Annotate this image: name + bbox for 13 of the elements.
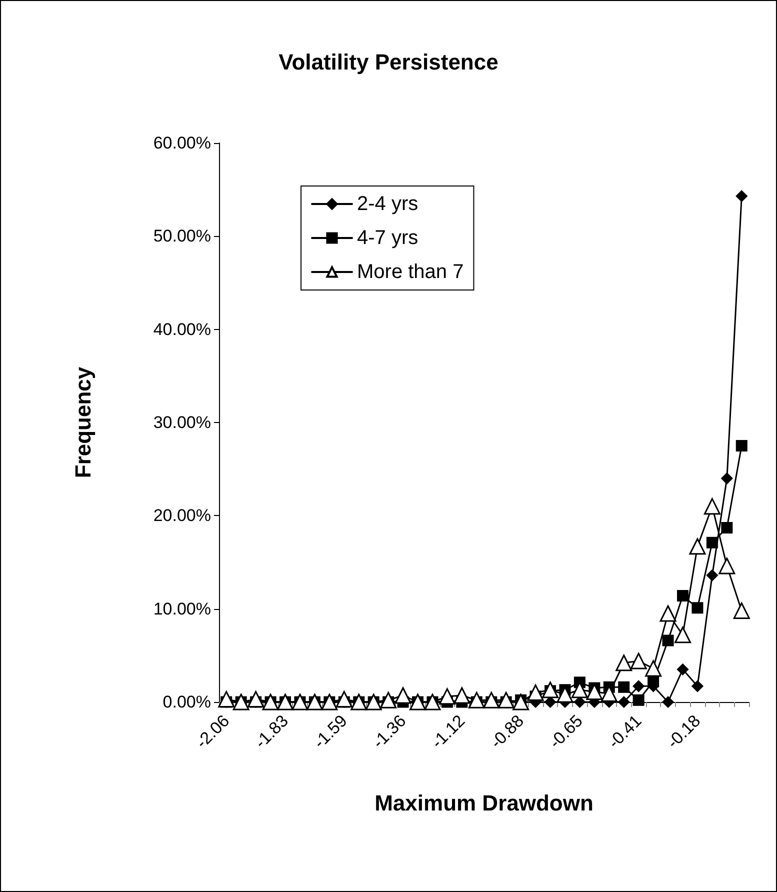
chart-title: Volatility Persistence	[278, 50, 498, 74]
y-tick-label: 0.00%	[162, 692, 211, 712]
y-tick-label: 20.00%	[153, 506, 211, 526]
legend-label: More than 7	[357, 261, 464, 283]
legend-label: 4-7 yrs	[357, 227, 418, 249]
y-tick-label: 50.00%	[153, 226, 211, 246]
y-tick-label: 10.00%	[153, 599, 211, 618]
x-axis-title: Maximum Drawdown	[374, 790, 594, 816]
y-tick-label: 40.00%	[153, 320, 211, 339]
legend-label: 2-4 yrs	[357, 193, 418, 215]
y-tick-label: 60.00%	[153, 134, 211, 152]
y-tick-label: 30.00%	[153, 413, 211, 432]
y-axis-title: Frequency	[70, 366, 96, 478]
